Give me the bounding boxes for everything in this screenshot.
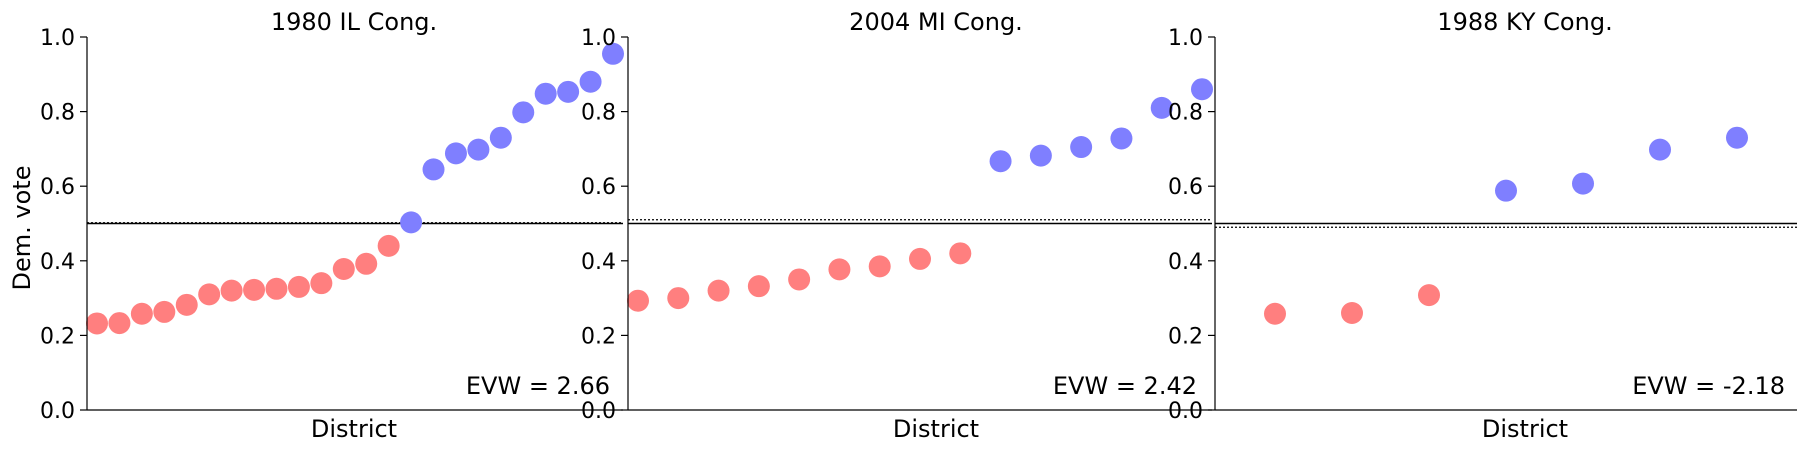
reference-lines	[87, 222, 623, 225]
axes	[627, 37, 1212, 411]
y-ticks: 0.0 0.2 0.4 0.6 0.8 1.0	[581, 26, 628, 424]
x-axis-label: District	[311, 415, 397, 443]
data-point-rep	[310, 272, 333, 295]
data-point-dem	[400, 211, 423, 234]
data-points	[86, 42, 624, 335]
evw-annotation: EVW = 2.42	[1053, 372, 1197, 400]
panel-1988-ky: 1988 KY Cong. District EVW = -2.18 0.00.…	[1168, 8, 1797, 443]
data-points	[1264, 126, 1748, 325]
data-point-rep	[707, 279, 730, 302]
y-tick-label: 0.8	[40, 101, 75, 126]
y-tick-label: 1.0	[581, 26, 616, 51]
y-tick-label: 1.0	[1168, 26, 1203, 51]
y-tick-label: 0.8	[581, 101, 616, 126]
data-point-rep	[667, 287, 690, 310]
data-point-rep	[788, 268, 811, 291]
data-point-rep	[1341, 302, 1363, 325]
data-point-rep	[627, 289, 649, 312]
data-point-dem	[1070, 136, 1093, 159]
axes	[1214, 37, 1797, 411]
data-point-dem	[602, 42, 624, 65]
data-point-rep	[220, 279, 243, 302]
data-point-rep	[332, 258, 355, 281]
y-ticks: 0.0 0.2 0.4 0.6 0.8 1.0	[1168, 26, 1215, 424]
data-point-rep	[108, 312, 131, 335]
data-point-rep	[949, 242, 972, 265]
data-point-dem	[1150, 96, 1173, 119]
data-point-dem	[1495, 179, 1517, 202]
data-point-rep	[287, 275, 310, 298]
data-point-rep	[377, 234, 400, 257]
data-point-rep	[747, 275, 770, 298]
data-point-rep	[1418, 284, 1440, 307]
axes	[86, 37, 623, 411]
data-point-dem	[512, 101, 535, 124]
data-point-rep	[130, 302, 153, 325]
data-point-rep	[828, 258, 851, 281]
evw-annotation: EVW = -2.18	[1632, 372, 1785, 400]
y-tick-label: 0.6	[581, 175, 616, 200]
data-point-dem	[1649, 138, 1671, 161]
data-point-dem	[1191, 78, 1213, 101]
y-tick-label: 0.6	[1168, 175, 1203, 200]
data-point-dem	[1726, 126, 1748, 149]
y-axis-label: Dem. vote	[8, 166, 36, 291]
y-tick-label: 0.2	[581, 324, 616, 349]
y-tick-label: 0.0	[581, 399, 616, 424]
data-point-dem	[534, 82, 557, 105]
y-tick-label: 0.0	[1168, 399, 1203, 424]
data-point-rep	[909, 247, 931, 270]
data-point-dem	[579, 70, 602, 93]
data-points	[627, 78, 1213, 312]
data-point-rep	[1264, 302, 1286, 325]
x-axis-label: District	[893, 415, 979, 443]
y-tick-label: 0.2	[40, 324, 75, 349]
data-point-dem	[1572, 172, 1594, 195]
data-point-rep	[265, 277, 288, 300]
data-point-rep	[868, 255, 891, 278]
panel-title: 1988 KY Cong.	[1437, 8, 1612, 36]
data-point-rep	[86, 312, 108, 335]
panel-title: 1980 IL Cong.	[271, 8, 437, 36]
data-point-dem	[489, 126, 512, 149]
data-point-dem	[557, 80, 580, 103]
panel-2004-mi: 2004 MI Cong. District EVW = 2.42 0.0 0.2…	[581, 8, 1213, 443]
data-point-dem	[444, 142, 467, 165]
data-point-dem	[989, 150, 1012, 173]
y-tick-label: 0.4	[40, 250, 75, 275]
data-point-rep	[198, 283, 221, 306]
y-ticks: 0.0 0.2 0.4 0.6 0.8 1.0	[40, 26, 87, 424]
y-tick-label: 1.0	[40, 26, 75, 51]
y-tick-label: 0.8	[1168, 101, 1203, 126]
y-tick-label: 0.4	[581, 250, 616, 275]
y-tick-label: 0.4	[1168, 250, 1203, 275]
reference-lines	[628, 219, 1212, 225]
panel-1980-il: 1980 IL Cong. Dem. vote District EVW = 2…	[8, 8, 624, 443]
y-tick-label: 0.6	[40, 175, 75, 200]
evw-annotation: EVW = 2.66	[466, 372, 610, 400]
panel-title: 2004 MI Cong.	[849, 8, 1023, 36]
y-tick-label: 0.2	[1168, 324, 1203, 349]
data-point-rep	[175, 293, 198, 316]
data-point-dem	[1110, 127, 1133, 150]
reference-lines	[1215, 222, 1797, 228]
x-axis-label: District	[1482, 415, 1568, 443]
data-point-rep	[355, 252, 378, 275]
y-tick-label: 0.0	[40, 399, 75, 424]
data-point-dem	[467, 138, 490, 161]
data-point-rep	[153, 300, 176, 323]
data-point-rep	[243, 278, 266, 301]
data-point-dem	[422, 158, 445, 181]
data-point-dem	[1029, 144, 1052, 167]
